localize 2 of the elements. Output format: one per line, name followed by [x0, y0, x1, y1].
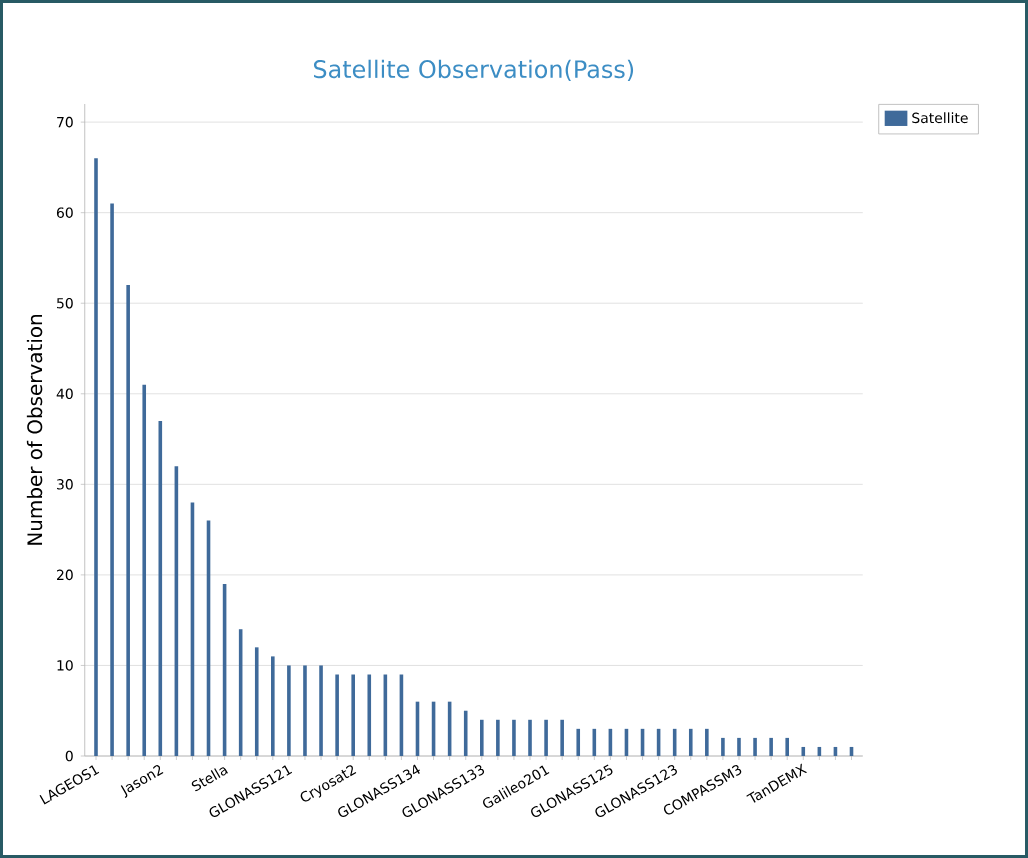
y-axis-title: Number of Observation — [26, 315, 43, 545]
chart-title: Satellite Observation(Pass) — [313, 59, 634, 82]
